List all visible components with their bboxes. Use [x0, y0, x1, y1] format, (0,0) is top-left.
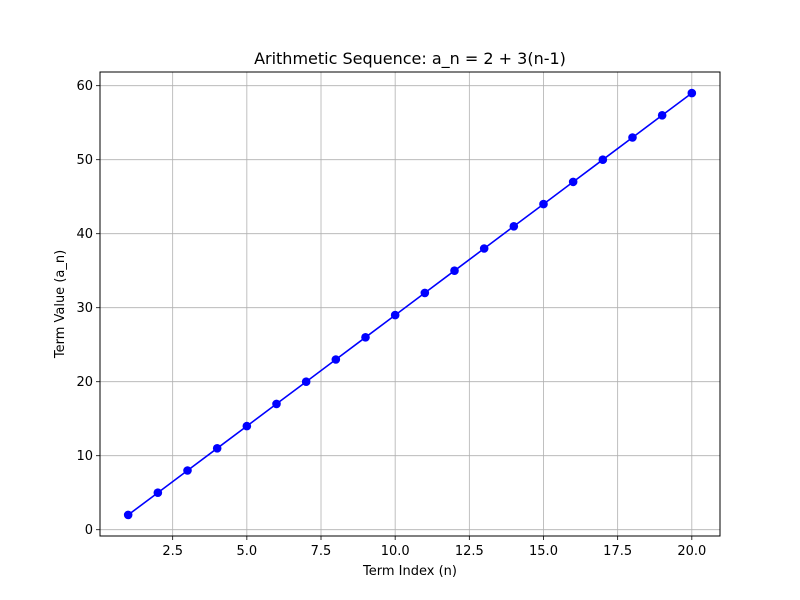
y-tick-label: 10 — [76, 449, 93, 464]
data-point — [153, 488, 163, 498]
data-point — [420, 288, 430, 298]
chart-title: Arithmetic Sequence: a_n = 2 + 3(n-1) — [254, 49, 566, 69]
grid — [100, 72, 720, 536]
ticks: 2.5 5.0 7.5 10.0 12.5 15.0 17.5 20.0 0 10 20 30 40 50… — [76, 79, 706, 559]
data-point — [450, 266, 459, 275]
data-point — [212, 444, 222, 453]
data-point — [123, 510, 133, 520]
y-tick-label: 30 — [76, 301, 93, 316]
y-tick-label: 0 — [85, 523, 93, 538]
x-tick-label: 20.0 — [677, 544, 706, 559]
data-point — [568, 177, 578, 187]
x-tick-label: 7.5 — [311, 544, 332, 559]
data-point — [598, 155, 608, 164]
x-tick-label: 12.5 — [455, 544, 484, 559]
y-axis-title: Term Value (a_n) — [53, 250, 68, 359]
x-tick-label: 10.0 — [381, 544, 410, 559]
data-point — [183, 466, 192, 475]
data-point — [687, 88, 697, 98]
data-point — [242, 421, 252, 431]
plot-frame — [99, 71, 721, 537]
x-axis-title: Term Index (n) — [362, 564, 457, 579]
data-point — [390, 310, 400, 320]
data-point — [272, 399, 281, 409]
x-tick-label: 5.0 — [236, 544, 257, 559]
data-point — [301, 377, 311, 387]
data-point — [539, 199, 548, 209]
x-tick-label: 2.5 — [162, 544, 183, 559]
x-tick-label: 15.0 — [529, 544, 558, 559]
data-point — [657, 110, 667, 120]
y-tick-label: 40 — [76, 227, 93, 242]
data-point — [479, 244, 489, 253]
data-point — [361, 333, 370, 342]
x-tick-label: 17.5 — [603, 544, 632, 559]
data-point — [331, 355, 341, 364]
series-layer — [123, 88, 697, 520]
y-tick-label: 60 — [76, 79, 93, 94]
data-point — [509, 221, 519, 231]
data-point — [628, 133, 637, 142]
series-line — [127, 92, 693, 516]
y-tick-label: 20 — [76, 375, 93, 390]
y-tick-label: 50 — [76, 153, 93, 168]
